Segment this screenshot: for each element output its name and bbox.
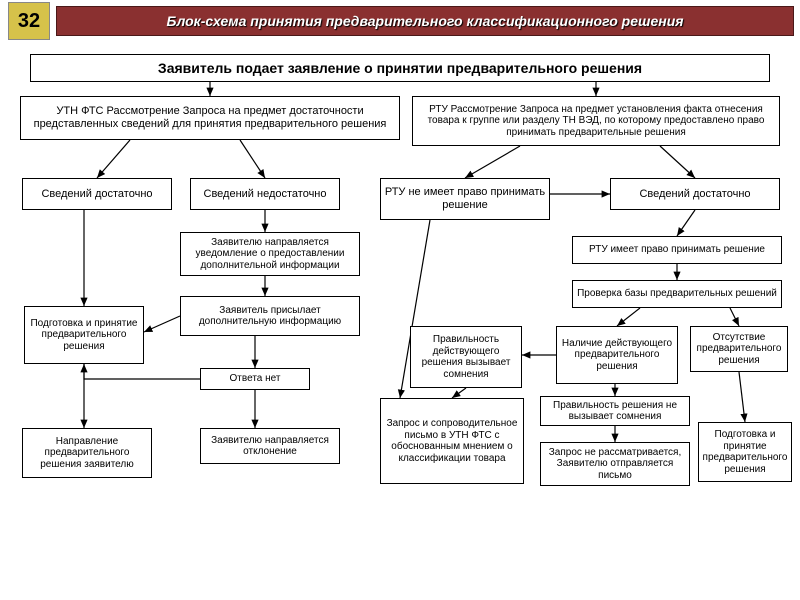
edge-n2-n4 <box>97 140 130 178</box>
flow-node-n7: Сведений достаточно <box>610 178 780 210</box>
edge-n3-n7 <box>660 146 695 178</box>
edge-n10-n14 <box>617 308 640 326</box>
flow-node-n6: РТУ не имеет право принимать решение <box>380 178 550 220</box>
flow-node-n3: РТУ Рассмотрение Запроса на предмет уста… <box>412 96 780 146</box>
flow-node-n16: Ответа нет <box>200 368 310 390</box>
flow-node-n4: Сведений достаточно <box>22 178 172 210</box>
edge-n12-n11 <box>144 316 180 332</box>
flow-node-n18: Направление предварительного решения зая… <box>22 428 152 478</box>
flow-node-n20: Запрос и сопроводительное письмо в УТН Ф… <box>380 398 524 484</box>
flow-node-n5: Сведений недостаточно <box>190 178 340 210</box>
edge-n10-n15 <box>730 308 739 326</box>
page-title: Блок-схема принятия предварительного кла… <box>56 6 794 36</box>
flowchart-canvas: Заявитель подает заявление о принятии пр… <box>0 48 800 600</box>
flow-node-n21: Запрос не рассматривается, Заявителю отп… <box>540 442 690 486</box>
edge-n15-n22 <box>739 372 745 422</box>
flow-node-n9: РТУ имеет право принимать решение <box>572 236 782 264</box>
flow-node-n12: Заявитель присылает дополнительную инфор… <box>180 296 360 336</box>
edge-n3-n6 <box>465 146 520 178</box>
flow-node-n8: Заявителю направляется уведомление о пре… <box>180 232 360 276</box>
flow-node-n14: Наличие действующего предварительного ре… <box>556 326 678 384</box>
flow-node-n13: Правильность действующего решения вызыва… <box>410 326 522 388</box>
flow-node-n11: Подготовка и принятие предварительного р… <box>24 306 144 364</box>
flow-node-n2: УТН ФТС Рассмотрение Запроса на предмет … <box>20 96 400 140</box>
edge-n16-n11 <box>84 364 200 379</box>
flow-node-n17: Правильность решения не вызывает сомнени… <box>540 396 690 426</box>
edge-n2-n5 <box>240 140 265 178</box>
flow-node-n15: Отсутствие предварительного решения <box>690 326 788 372</box>
edge-n13-n20 <box>452 388 466 398</box>
flow-node-n22: Подготовка и принятие предварительного р… <box>698 422 792 482</box>
flow-node-n10: Проверка базы предварительных решений <box>572 280 782 308</box>
flow-node-n1: Заявитель подает заявление о принятии пр… <box>30 54 770 82</box>
flow-node-n19: Заявителю направляется отклонение <box>200 428 340 464</box>
edge-n7-n9 <box>677 210 695 236</box>
page-number: 32 <box>8 2 50 40</box>
